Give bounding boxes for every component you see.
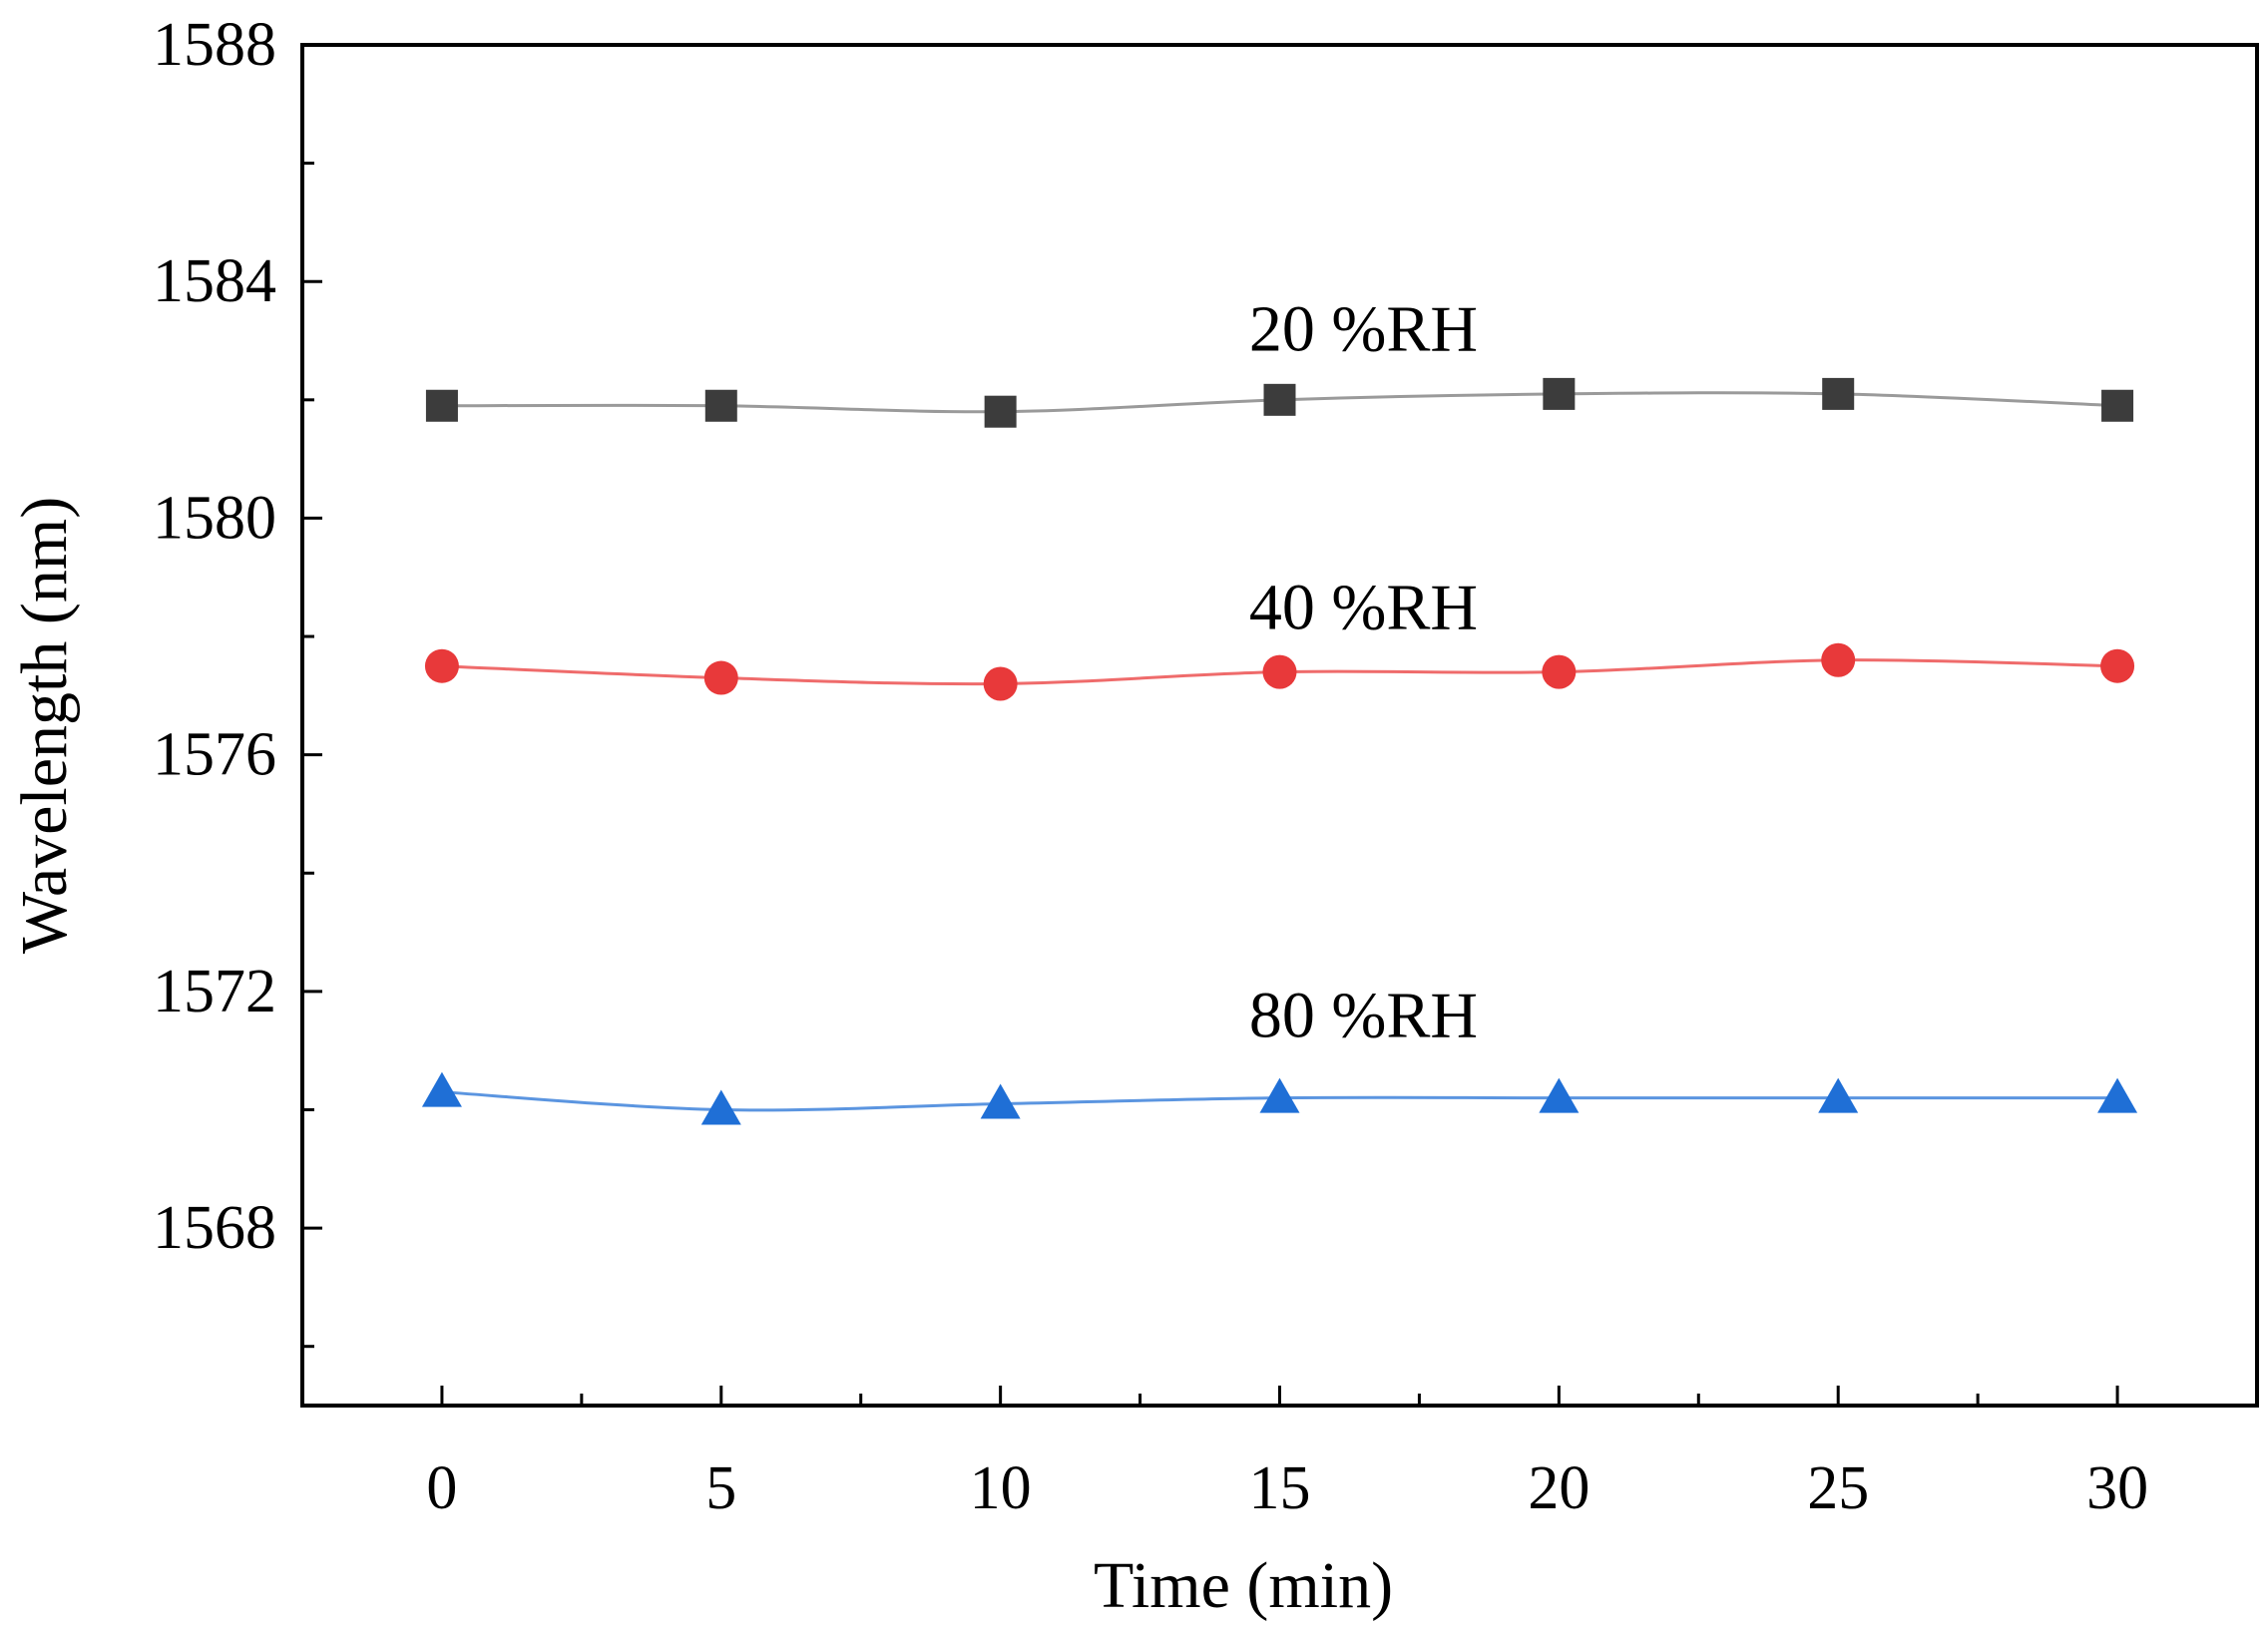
x-tick-label: 10 — [970, 1454, 1032, 1522]
circle-marker — [703, 660, 738, 695]
square-marker — [984, 395, 1017, 428]
x-tick-label: 30 — [2086, 1454, 2148, 1522]
x-axis-title: Time (min) — [1094, 1549, 1393, 1622]
square-marker — [1822, 377, 1855, 410]
series-markers — [421, 377, 2138, 1125]
axis-ticks — [302, 43, 2119, 1406]
square-marker — [704, 389, 737, 422]
square-marker — [2101, 389, 2134, 422]
x-tick-label: 0 — [426, 1454, 457, 1522]
triangle-marker — [421, 1071, 462, 1107]
circle-marker — [983, 666, 1018, 701]
x-tick-label: 20 — [1528, 1454, 1589, 1522]
plot-frame — [300, 43, 2259, 1408]
triangle-marker — [700, 1089, 741, 1125]
y-tick-label: 1576 — [153, 721, 276, 789]
square-marker — [1543, 377, 1576, 410]
series-annotation: 80 %RH — [1249, 980, 1478, 1052]
circle-marker — [1262, 654, 1297, 689]
circle-marker — [424, 648, 459, 683]
y-tick-label: 1568 — [153, 1194, 276, 1262]
circle-marker — [1821, 642, 1856, 677]
y-tick-label: 1584 — [153, 247, 276, 315]
x-tick-label: 25 — [1807, 1454, 1869, 1522]
x-tick-label: 5 — [705, 1454, 736, 1522]
triangle-marker — [2097, 1077, 2138, 1113]
y-tick-label: 1588 — [153, 11, 276, 79]
series-annotations: 20 %RH 40 %RH 80 %RH — [1249, 293, 1478, 1052]
y-tick-label: 1572 — [153, 958, 276, 1025]
y-axis-title: Wavelength (nm) — [8, 497, 81, 954]
triangle-marker — [1259, 1077, 1300, 1113]
square-marker — [425, 389, 458, 422]
x-tick-label: 15 — [1249, 1454, 1311, 1522]
circle-marker — [1542, 654, 1577, 689]
square-marker — [1263, 383, 1296, 416]
triangle-marker — [1539, 1077, 1580, 1113]
circle-marker — [2100, 648, 2135, 683]
y-tick-label: 1580 — [153, 484, 276, 552]
triangle-marker — [1818, 1077, 1859, 1113]
series-annotation: 20 %RH — [1249, 293, 1478, 366]
triangle-marker — [980, 1083, 1021, 1119]
tick-labels: 1568 1572 1576 1580 1584 1588 0 5 10 15 20 25 30 — [153, 11, 2148, 1522]
series-annotation: 40 %RH — [1249, 571, 1478, 643]
